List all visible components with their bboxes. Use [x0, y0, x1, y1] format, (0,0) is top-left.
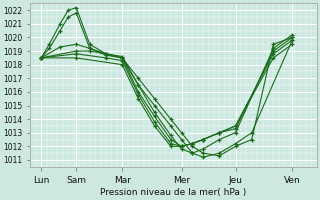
- X-axis label: Pression niveau de la mer( hPa ): Pression niveau de la mer( hPa ): [100, 188, 247, 197]
